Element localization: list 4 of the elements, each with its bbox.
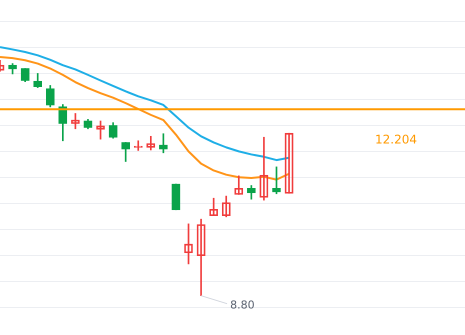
text: 8.80 <box>230 298 255 312</box>
candlestick <box>284 132 294 194</box>
annotation: 12.204 <box>375 132 417 146</box>
candlestick <box>272 166 281 194</box>
